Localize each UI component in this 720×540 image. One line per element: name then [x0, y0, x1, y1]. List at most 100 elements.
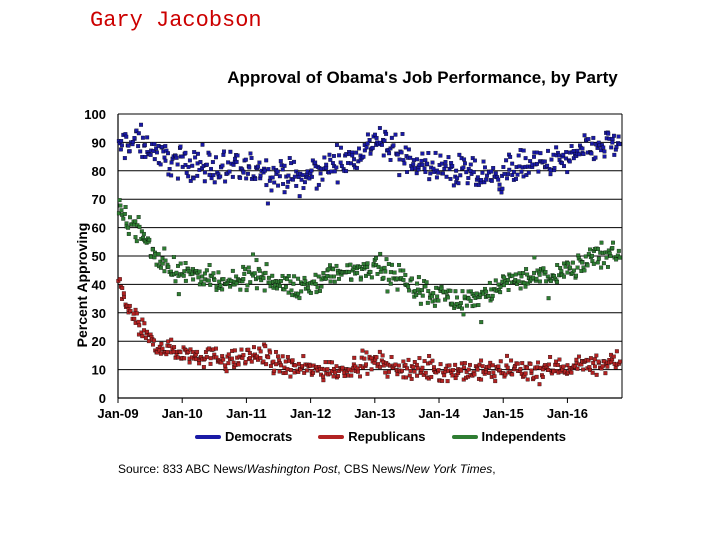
source-note: Source: 833 ABC News/Washington Post, CB… [118, 462, 496, 476]
point-independents [386, 277, 391, 282]
point-democrats [530, 162, 535, 167]
point-democrats [183, 163, 188, 167]
point-republicans [503, 372, 508, 377]
point-democrats [536, 169, 541, 174]
point-independents [588, 247, 592, 252]
point-independents [479, 320, 484, 325]
point-independents [489, 287, 494, 292]
point-democrats [484, 177, 489, 182]
point-independents [525, 281, 530, 286]
point-independents [332, 274, 336, 279]
point-democrats [169, 160, 174, 165]
point-democrats [174, 155, 179, 160]
point-republicans [243, 359, 248, 364]
point-democrats [334, 165, 339, 170]
point-republicans [187, 360, 192, 365]
point-republicans [285, 367, 290, 372]
point-republicans [445, 379, 450, 384]
point-democrats [528, 159, 533, 164]
y-tick-100: 100 [84, 107, 106, 122]
point-independents [382, 265, 387, 270]
point-democrats [318, 171, 323, 176]
chart-title: Approval of Obama's Job Performance, by … [227, 68, 618, 87]
point-republicans [178, 350, 183, 355]
point-democrats [281, 182, 286, 186]
source-outlet-2: New York Times [405, 462, 493, 476]
point-democrats [187, 158, 192, 163]
point-democrats [526, 170, 531, 175]
point-democrats [446, 155, 451, 160]
point-independents [139, 229, 144, 234]
point-independents [381, 275, 386, 280]
point-independents [481, 291, 486, 296]
point-democrats [493, 171, 498, 176]
point-democrats [253, 177, 258, 181]
point-republicans [401, 359, 406, 364]
point-independents [176, 263, 180, 268]
point-independents [279, 278, 283, 283]
point-independents [460, 289, 465, 294]
point-democrats [175, 176, 180, 181]
point-democrats [207, 152, 212, 157]
point-democrats [496, 177, 501, 182]
point-independents [430, 294, 435, 299]
point-independents [326, 267, 331, 272]
point-republicans [201, 365, 206, 369]
point-democrats [163, 158, 168, 163]
point-democrats [200, 142, 205, 147]
point-democrats [143, 155, 148, 159]
point-democrats [338, 160, 343, 165]
point-democrats [192, 150, 197, 155]
point-democrats [415, 157, 419, 162]
point-republicans [505, 353, 509, 358]
point-democrats [502, 172, 507, 176]
point-republicans [377, 349, 382, 354]
point-democrats [440, 171, 445, 176]
point-independents [207, 263, 212, 267]
point-democrats [549, 157, 554, 162]
point-democrats [309, 174, 314, 179]
point-independents [468, 298, 473, 303]
point-republicans [369, 367, 374, 372]
point-independents [610, 246, 615, 250]
point-democrats [408, 155, 413, 160]
point-democrats [616, 134, 621, 139]
point-republicans [518, 366, 523, 371]
point-independents [472, 303, 477, 308]
point-independents [328, 263, 332, 268]
legend-label-republicans: Republicans [348, 429, 426, 444]
point-democrats [519, 169, 524, 174]
point-independents [513, 278, 518, 283]
point-democrats [420, 162, 425, 167]
point-democrats [443, 164, 448, 168]
point-republicans [221, 357, 226, 362]
source-prefix: Source: 833 ABC News/ [118, 462, 247, 476]
point-independents [183, 261, 188, 265]
source-middle: , CBS News/ [337, 462, 406, 476]
point-democrats [248, 151, 253, 156]
point-republicans [226, 352, 231, 357]
point-democrats [423, 158, 428, 163]
point-democrats [405, 170, 410, 174]
point-independents [128, 215, 132, 220]
point-independents [238, 287, 243, 292]
point-democrats [145, 135, 150, 140]
point-republicans [525, 377, 530, 382]
point-independents [575, 265, 580, 270]
point-democrats [406, 147, 411, 152]
point-republicans [490, 363, 495, 368]
point-republicans [561, 364, 566, 369]
point-democrats [322, 155, 327, 160]
point-independents [506, 288, 511, 292]
point-democrats [517, 164, 522, 169]
point-democrats [355, 166, 359, 170]
point-republicans [333, 370, 338, 375]
point-democrats [324, 165, 329, 170]
point-democrats [402, 161, 407, 166]
point-independents [283, 284, 288, 289]
point-independents [292, 274, 297, 279]
point-independents [171, 255, 176, 260]
point-independents [286, 274, 291, 278]
point-independents [436, 298, 441, 303]
point-democrats [423, 170, 428, 174]
